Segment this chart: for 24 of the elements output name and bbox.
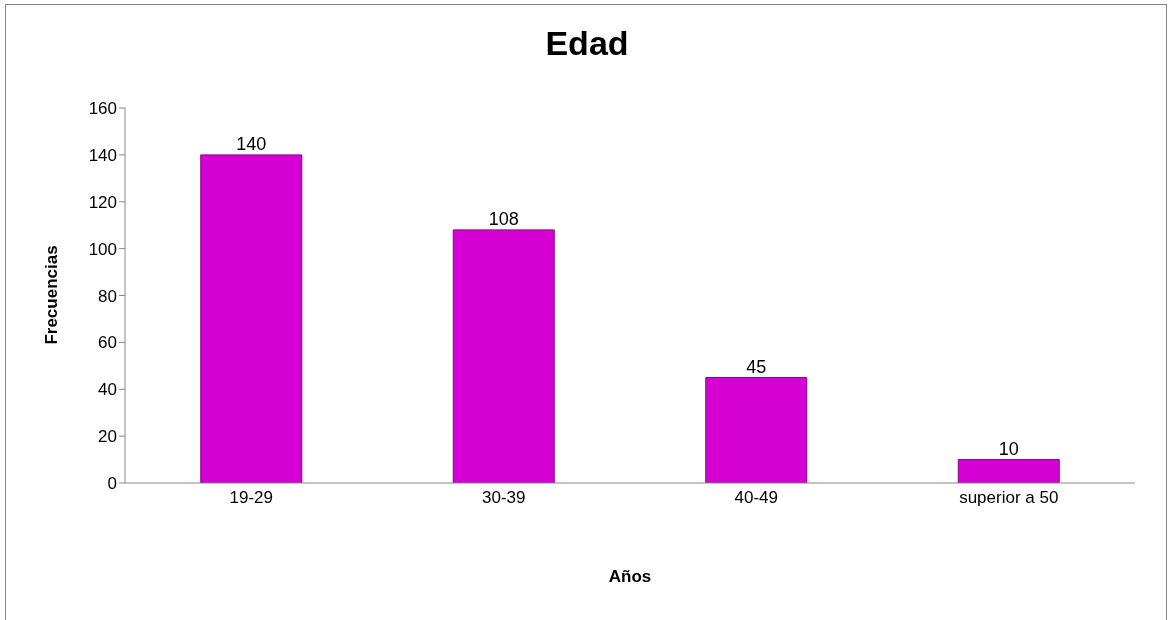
- bar: [705, 377, 808, 483]
- y-tick-label: 140: [88, 145, 117, 165]
- x-tick-label: superior a 50: [959, 488, 1059, 508]
- x-tick-label: 40-49: [734, 488, 778, 508]
- bar: [452, 229, 555, 483]
- bar: [200, 154, 303, 483]
- x-axis-title: Años: [607, 567, 653, 587]
- bar: [957, 459, 1060, 483]
- y-tick-label: 20: [98, 427, 117, 447]
- y-tick-label: 160: [88, 99, 117, 119]
- y-tick-label: 80: [98, 286, 117, 306]
- data-label: 140: [236, 133, 267, 154]
- y-tick-label: 120: [88, 192, 117, 212]
- data-label: 108: [488, 208, 519, 229]
- y-tick-label: 100: [88, 239, 117, 259]
- data-label: 10: [998, 438, 1019, 459]
- y-axis-title: Frecuencias: [42, 245, 62, 345]
- y-tick-label: 0: [107, 474, 117, 494]
- x-tick-label: 30-39: [482, 488, 526, 508]
- chart-title: Edad: [544, 24, 630, 63]
- y-tick-label: 40: [98, 380, 117, 400]
- x-tick-label: 19-29: [229, 488, 273, 508]
- y-tick-label: 60: [98, 333, 117, 353]
- data-label: 45: [746, 356, 767, 377]
